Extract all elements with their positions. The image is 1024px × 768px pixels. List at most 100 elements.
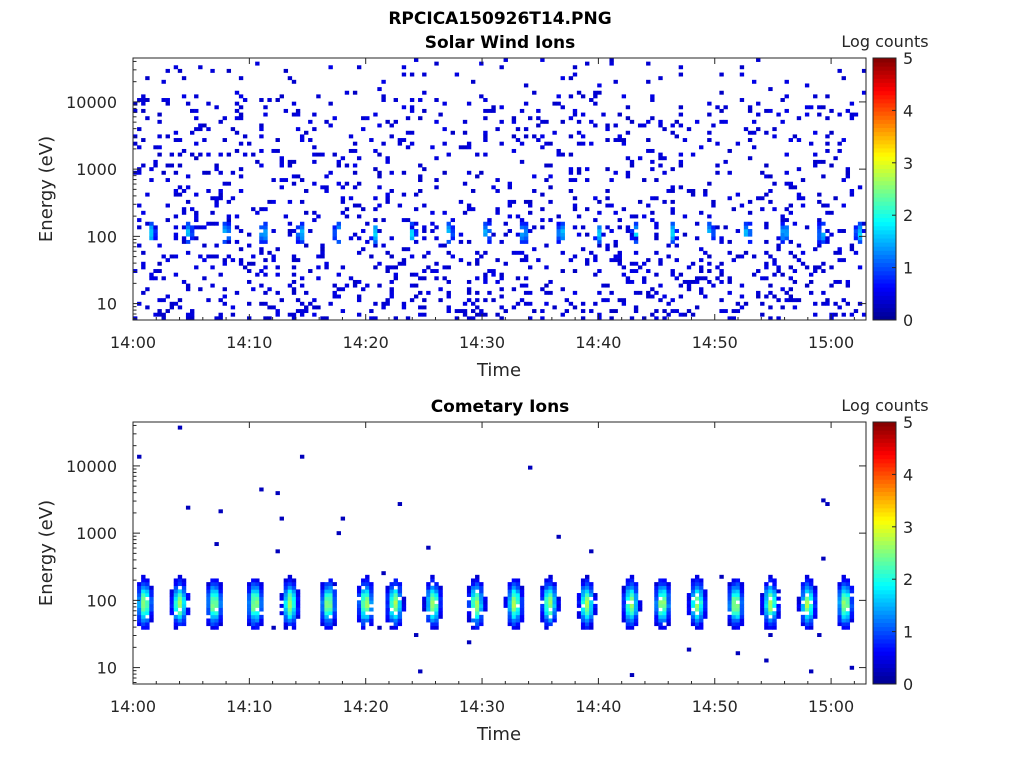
heatmap-cell: [320, 618, 325, 623]
heatmap-cell: [271, 305, 276, 310]
heatmap-cell: [808, 589, 814, 594]
heatmap-cell: [715, 105, 720, 110]
heatmap-cell: [283, 607, 289, 612]
heatmap-cell: [389, 603, 394, 608]
heatmap-cell: [304, 309, 309, 314]
heatmap-cell: [169, 152, 175, 157]
heatmap-cell: [141, 607, 146, 612]
heatmap-cell: [255, 589, 260, 594]
heatmap-cell: [544, 618, 549, 623]
heatmap-cell: [381, 218, 386, 223]
heatmap-cell: [299, 178, 305, 183]
colorbar-segment: [873, 258, 896, 264]
heatmap-cell: [475, 174, 480, 179]
heatmap-cell: [218, 618, 223, 623]
colorbar-segment: [873, 213, 896, 219]
heatmap-cell: [589, 607, 594, 612]
heatmap-cell: [336, 239, 341, 244]
heatmap-cell: [185, 312, 191, 317]
heatmap-cell: [739, 98, 745, 102]
heatmap-cell: [747, 210, 753, 215]
heatmap-cell: [418, 276, 423, 281]
heatmap-cell: [316, 94, 321, 99]
heatmap-cell: [214, 625, 219, 630]
heatmap-cell: [466, 101, 472, 106]
heatmap-cell: [267, 287, 272, 292]
heatmap-cell: [739, 283, 745, 288]
heatmap-cell: [149, 607, 154, 612]
heatmap-cell: [137, 607, 142, 612]
colorbar-segment: [873, 62, 896, 67]
colorbar-segment: [873, 123, 896, 128]
heatmap-cell: [735, 651, 741, 656]
heatmap-cell: [165, 134, 170, 139]
heatmap-cell: [764, 174, 769, 179]
heatmap-cell: [519, 603, 525, 608]
heatmap-cell: [694, 279, 700, 284]
heatmap-cell: [580, 585, 586, 590]
heatmap-cell: [642, 279, 647, 284]
heatmap-cell: [572, 290, 578, 295]
heatmap-cell: [470, 600, 476, 605]
heatmap-cell: [849, 189, 855, 193]
heatmap-cell: [255, 596, 260, 601]
heatmap-cell: [295, 174, 301, 179]
heatmap-cell: [442, 141, 447, 146]
heatmap-cell: [528, 229, 533, 233]
heatmap-cell: [173, 600, 179, 605]
heatmap-cell: [479, 618, 484, 623]
heatmap-cell: [650, 287, 655, 292]
heatmap-cell: [413, 294, 419, 299]
heatmap-cell: [328, 603, 333, 608]
heatmap-cell: [291, 618, 297, 623]
heatmap-cell: [817, 221, 822, 226]
heatmap-cell: [149, 229, 154, 233]
heatmap-cell: [605, 189, 610, 193]
heatmap-cell: [853, 232, 859, 237]
axis-ticks-cometary: 14:00 14:10 14:20 14:30 14:40 14:50 15:0010100…: [66, 422, 866, 716]
heatmap-cell: [841, 600, 846, 605]
heatmap-cell: [185, 593, 191, 597]
heatmap-cell: [788, 265, 793, 270]
heatmap-cell: [731, 603, 736, 608]
heatmap-cell: [242, 265, 248, 270]
heatmap-cell: [511, 582, 517, 587]
colorbar-segment: [873, 168, 896, 174]
heatmap-cell: [369, 622, 374, 627]
heatmap-cell: [291, 622, 297, 627]
colorbar-segment: [873, 561, 896, 566]
heatmap-cell: [776, 243, 781, 248]
heatmap-cell: [206, 189, 211, 193]
heatmap-cell: [597, 199, 602, 204]
heatmap-cell: [483, 134, 488, 139]
heatmap-cell: [564, 298, 570, 303]
heatmap-cell: [625, 603, 631, 608]
heatmap-cell: [780, 225, 785, 230]
heatmap-cell: [800, 607, 806, 612]
heatmap-cell: [849, 614, 855, 619]
heatmap-cell: [336, 221, 341, 226]
heatmap-cell: [629, 618, 635, 623]
heatmap-cell: [780, 236, 785, 241]
heatmap-cell: [320, 607, 325, 612]
heatmap-cell: [304, 130, 309, 135]
heatmap-cell: [515, 127, 521, 132]
heatmap-cell: [206, 101, 211, 106]
heatmap-cell: [654, 582, 659, 587]
heatmap-cell: [780, 305, 785, 310]
heatmap-cell: [694, 603, 700, 608]
heatmap-cell: [181, 210, 187, 215]
heatmap-cell: [646, 119, 651, 124]
heatmap-cell: [800, 603, 806, 608]
heatmap-cell: [328, 618, 333, 623]
heatmap-cell: [739, 618, 745, 623]
heatmap-cell: [173, 232, 179, 237]
colorbar-segment: [873, 536, 896, 542]
colorbar-segment: [873, 217, 896, 223]
heatmap-cell: [568, 167, 574, 172]
colorbar-tick-label: 4: [903, 101, 913, 120]
heatmap-cell: [361, 600, 366, 605]
heatmap-cell: [173, 225, 179, 230]
x-tick-label: 14:10: [226, 697, 272, 716]
heatmap-cell: [654, 585, 659, 590]
